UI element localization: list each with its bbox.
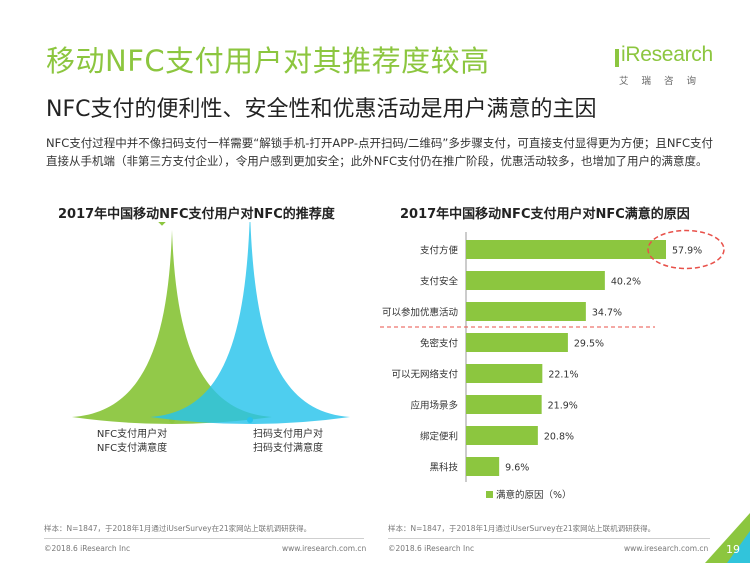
page-title: 移动NFC支付用户对其推荐度较高 [46,44,490,78]
reasons-bar-chart: 支付方便 57.9% 支付安全 40.2% 可以参加优惠活动 34.7% 免密支付 29.5%… [380,229,725,501]
website-right: www.iresearch.com.cn [624,544,709,553]
peak-1 [72,229,272,424]
highlight-ellipse [647,229,725,270]
bar-value-label: 29.5% [574,339,604,350]
copyright-left: ©2018.6 iResearch Inc [44,544,131,553]
bar-category-label: 可以无网络支付 [391,369,458,381]
website-left: www.iresearch.com.cn [282,544,367,553]
bar-value-label: 22.1% [548,370,578,381]
legend-swatch [486,491,493,498]
page-subtitle: NFC支付的便利性、安全性和优惠活动是用户满意的主因 [46,97,597,122]
bar-category-label: 支付安全 [420,276,459,288]
bar-category-label: 支付方便 [420,245,459,257]
sample-note-right: 样本：N=1847，于2018年1月通过iUserSurvey在21家网站上联机… [388,524,656,533]
footer-divider-left [44,538,364,539]
bar-value-label: 34.7% [592,308,622,319]
copyright-right: ©2018.6 iResearch Inc [388,544,475,553]
page-corner-decoration [705,513,750,563]
bar [466,302,586,321]
right-chart-title: 2017年中国移动NFC支付用户对NFC满意的原因 [400,207,690,222]
bar-category-label: 黑科技 [429,462,458,474]
bar-value-label: 57.9% [672,246,702,257]
category-label-2-line-2: 扫码支付满意度 [253,441,323,454]
score-label-pointer-1 [158,222,166,226]
bar [466,333,568,352]
footer-divider-right [388,538,710,539]
bar-value-label: 9.6% [505,463,529,474]
left-chart-title: 2017年中国移动NFC支付用户对NFC的推荐度 [58,207,335,222]
bar [466,364,543,383]
category-label-1-line-1: NFC支付用户对 [97,427,167,440]
bar [466,426,538,445]
bar-category-label: 应用场景多 [410,400,458,412]
bar [466,457,500,476]
peak-marker-2 [247,417,253,423]
bar-category-label: 免密支付 [420,338,459,350]
logo-mark-icon [615,49,619,67]
bar-category-label: 绑定便利 [420,431,458,443]
bar-category-label: 可以参加优惠活动 [382,307,458,319]
bar-value-label: 40.2% [611,277,641,288]
logo-word: iResearch [621,43,713,66]
bar [466,240,666,259]
peak-2 [150,222,350,424]
category-label-1-line-2: NFC支付满意度 [97,441,167,454]
recommend-chart: 7.6分NFC支付用户对NFC支付满意度8.4分扫码支付用户对扫码支付满意度 [72,222,350,454]
bar [466,395,542,414]
bar-value-label: 21.9% [548,401,578,412]
logo-subtitle: 艾瑞咨询 [619,76,710,87]
category-label-2-line-1: 扫码支付用户对 [253,427,323,440]
legend-label: 满意的原因（%） [496,489,572,501]
page-number: 19 [726,543,740,556]
iresearch-logo: iResearch 艾瑞咨询 [615,37,715,89]
sample-note-left: 样本：N=1847，于2018年1月通过iUserSurvey在21家网站上联机… [44,524,312,533]
page-description: NFC支付过程中并不像扫码支付一样需要“解锁手机-打开APP-点开扫码/二维码”… [46,136,714,168]
bar-value-label: 20.8% [544,432,574,443]
bar [466,271,605,290]
